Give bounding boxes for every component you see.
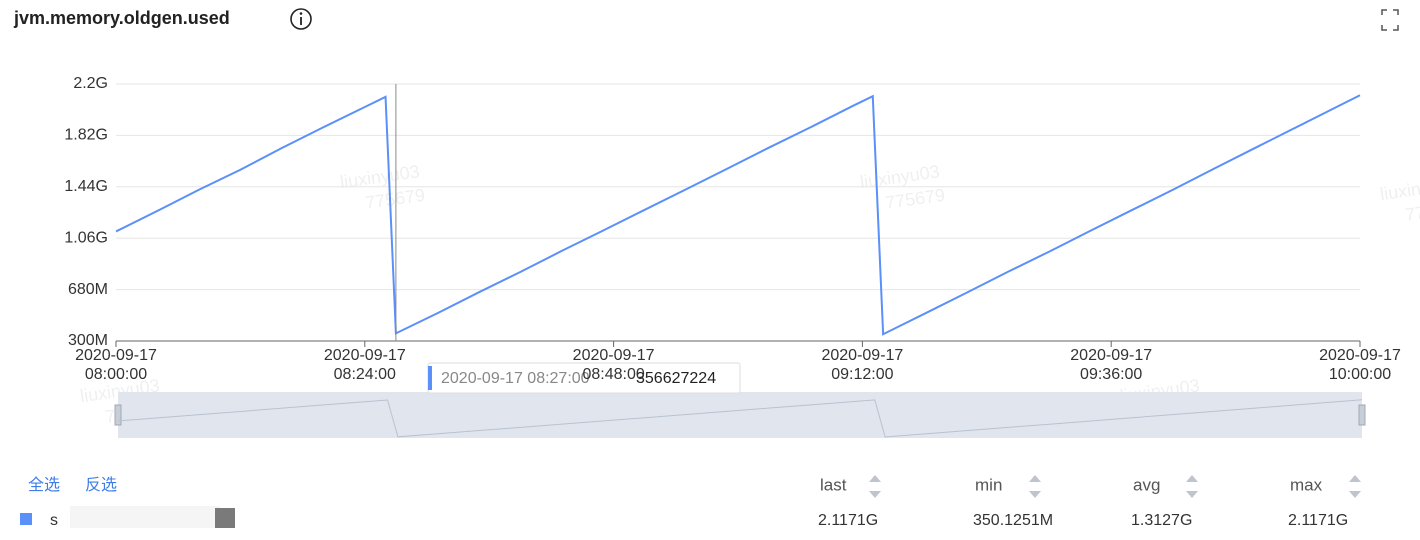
tooltip-time: 2020-09-17 08:27:00 — [441, 370, 590, 387]
tooltip-value: 356627224 — [636, 370, 716, 387]
navigator-handle[interactable] — [1358, 404, 1366, 426]
stat-value: 2.1171G — [818, 512, 878, 529]
chart-title: jvm.memory.oldgen.used — [13, 8, 230, 28]
x-tick-label: 2020-09-17 09:12:00 — [821, 347, 904, 383]
watermark: 775679 — [364, 185, 426, 213]
x-tick-label: 2020-09-17 08:48:00 — [572, 347, 655, 383]
x-tick-label: 2020-09-17 10:00:00 — [1319, 347, 1401, 383]
column-header[interactable]: min — [975, 475, 1002, 494]
select-all[interactable]: 全选 — [28, 476, 60, 494]
blurred-name — [70, 506, 220, 528]
column-header[interactable]: avg — [1133, 475, 1160, 494]
watermark: 775679 — [884, 185, 946, 213]
invert-selection[interactable]: 反选 — [85, 476, 117, 494]
y-tick-label: 680M — [68, 281, 108, 298]
navigator[interactable] — [118, 392, 1362, 438]
blurred-name — [215, 508, 235, 528]
y-tick-label: 300M — [68, 332, 108, 349]
navigator-handle[interactable] — [114, 404, 122, 426]
series-line — [115, 94, 1361, 336]
legend-name[interactable]: s — [50, 512, 58, 529]
tooltip-swatch — [428, 366, 432, 390]
watermark: liuxinyu03 — [1379, 173, 1420, 204]
info-icon[interactable] — [290, 8, 312, 30]
fullscreen-icon[interactable] — [1381, 9, 1399, 31]
sort-icon[interactable] — [1186, 475, 1198, 498]
x-tick-label: 2020-09-17 08:00:00 — [75, 347, 157, 383]
watermark: 775679 — [1404, 197, 1420, 225]
stat-value: 350.1251M — [973, 512, 1053, 529]
column-header[interactable]: max — [1290, 475, 1323, 494]
sort-icon[interactable] — [1029, 475, 1041, 498]
y-tick-label: 1.82G — [64, 127, 108, 144]
navigator-line — [117, 399, 1363, 438]
x-tick-label: 2020-09-17 08:24:00 — [323, 347, 406, 383]
sort-icon[interactable] — [869, 475, 881, 498]
stat-value: 1.3127G — [1131, 512, 1192, 529]
x-tick-label: 2020-09-17 09:36:00 — [1070, 347, 1153, 383]
column-header[interactable]: last — [820, 475, 847, 494]
legend-swatch[interactable] — [20, 513, 32, 525]
sort-icon[interactable] — [1349, 475, 1361, 498]
y-tick-label: 2.2G — [73, 75, 108, 92]
y-tick-label: 1.06G — [64, 229, 108, 246]
y-tick-label: 1.44G — [64, 178, 108, 195]
stat-value: 2.1171G — [1288, 512, 1348, 529]
